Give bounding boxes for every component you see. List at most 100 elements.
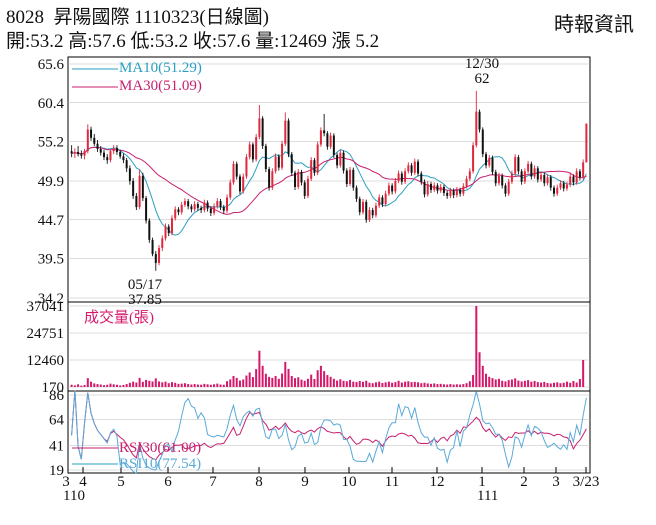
- candle-body: [540, 175, 543, 180]
- rsi-tick-label: 86: [49, 388, 65, 404]
- candle-body: [520, 171, 523, 182]
- candle-body: [219, 201, 222, 208]
- volume-bar: [446, 384, 449, 387]
- candle-body: [216, 201, 219, 207]
- volume-bar: [209, 384, 212, 387]
- price-tick-label: 55.2: [38, 135, 64, 151]
- volume-bar: [527, 380, 530, 387]
- price-tick-label: 44.7: [38, 213, 65, 229]
- volume-bar: [572, 381, 575, 387]
- candle-body: [102, 152, 105, 158]
- candle-body: [209, 208, 212, 214]
- candle-body: [371, 210, 374, 216]
- candle-body: [494, 172, 497, 184]
- volume-bar: [352, 381, 355, 387]
- candle-body: [135, 195, 138, 208]
- volume-bar: [332, 378, 335, 387]
- volume-bar: [151, 381, 154, 387]
- candle-body: [504, 185, 507, 194]
- volume-bar: [310, 374, 313, 387]
- candle-body: [336, 154, 339, 166]
- volume-bar: [300, 379, 303, 387]
- volume-bar: [193, 384, 196, 387]
- candle-body: [559, 183, 562, 188]
- volume-bar: [203, 383, 206, 387]
- volume-tick-label: 170: [42, 380, 65, 396]
- volume-bar: [562, 382, 565, 387]
- volume-bar: [407, 381, 410, 387]
- candle-body: [119, 151, 122, 157]
- candle-body: [413, 161, 416, 173]
- chart-frame: [67, 56, 591, 474]
- candle-body: [297, 172, 300, 187]
- candle-body: [93, 137, 96, 144]
- candle-body: [70, 151, 73, 154]
- candle-body: [238, 176, 241, 192]
- volume-bar: [109, 383, 112, 387]
- volume-bar: [297, 377, 300, 387]
- x-tick-label: 10: [342, 474, 357, 490]
- volume-bar: [365, 380, 368, 387]
- volume-bar: [394, 382, 397, 387]
- volume-bar: [319, 365, 322, 387]
- price-tick-label: 49.9: [38, 174, 64, 190]
- rsi10-line: [71, 390, 587, 474]
- x-tick-label: 6: [164, 474, 172, 490]
- volume-bars: [70, 306, 585, 387]
- candle-body: [365, 201, 368, 220]
- volume-bar: [112, 384, 115, 387]
- volume-bar: [569, 382, 572, 387]
- candle-body: [196, 204, 199, 208]
- volume-bar: [122, 384, 125, 387]
- candle-body: [290, 154, 293, 173]
- volume-bar: [216, 383, 219, 387]
- volume-bar: [530, 381, 533, 387]
- price-tick-label: 34.2: [38, 291, 64, 307]
- candle-body: [151, 239, 154, 255]
- volume-bar: [235, 377, 238, 387]
- candle-body: [154, 254, 157, 263]
- candle-body: [517, 157, 520, 172]
- volume-bar: [119, 385, 122, 387]
- volume-bar: [264, 373, 267, 387]
- candle-body: [585, 123, 588, 163]
- candle-body: [80, 154, 83, 156]
- candle-body: [109, 151, 112, 161]
- volume-bar: [336, 380, 339, 387]
- volume-bar: [468, 381, 471, 387]
- candle-body: [358, 198, 361, 213]
- volume-bar: [106, 384, 109, 387]
- volume-bar: [132, 381, 135, 387]
- volume-bar: [374, 382, 377, 387]
- candle-body: [132, 181, 135, 196]
- high-annotation-value: 62: [475, 71, 490, 87]
- ma30-legend-label: MA30(51.09): [119, 78, 202, 94]
- volume-bar: [387, 381, 390, 387]
- volume-bar: [397, 380, 400, 387]
- candle-body: [300, 172, 303, 183]
- candle-body: [170, 218, 173, 234]
- x-tick-label: 5: [117, 474, 125, 490]
- volume-bar: [281, 373, 284, 387]
- candle-body: [319, 130, 322, 145]
- candle-body: [491, 157, 494, 173]
- candle-body: [488, 157, 491, 166]
- rsi-tick-label: 41: [49, 438, 64, 454]
- volume-bar: [349, 379, 352, 387]
- candle-body: [478, 111, 481, 130]
- candle-body: [510, 173, 513, 182]
- candle-body: [323, 130, 326, 134]
- volume-bar: [494, 379, 497, 387]
- candle-body: [374, 205, 377, 216]
- candle-body: [148, 220, 151, 240]
- volume-bar: [99, 384, 102, 387]
- volume-bar: [183, 383, 186, 387]
- candle-body: [378, 197, 381, 206]
- volume-bar: [543, 381, 546, 387]
- candle-body: [106, 157, 109, 161]
- candle-body: [122, 156, 125, 161]
- candle-body: [206, 202, 209, 209]
- candle-body: [543, 175, 546, 184]
- candle-body: [582, 162, 585, 178]
- price-tick-label: 39.5: [38, 252, 64, 268]
